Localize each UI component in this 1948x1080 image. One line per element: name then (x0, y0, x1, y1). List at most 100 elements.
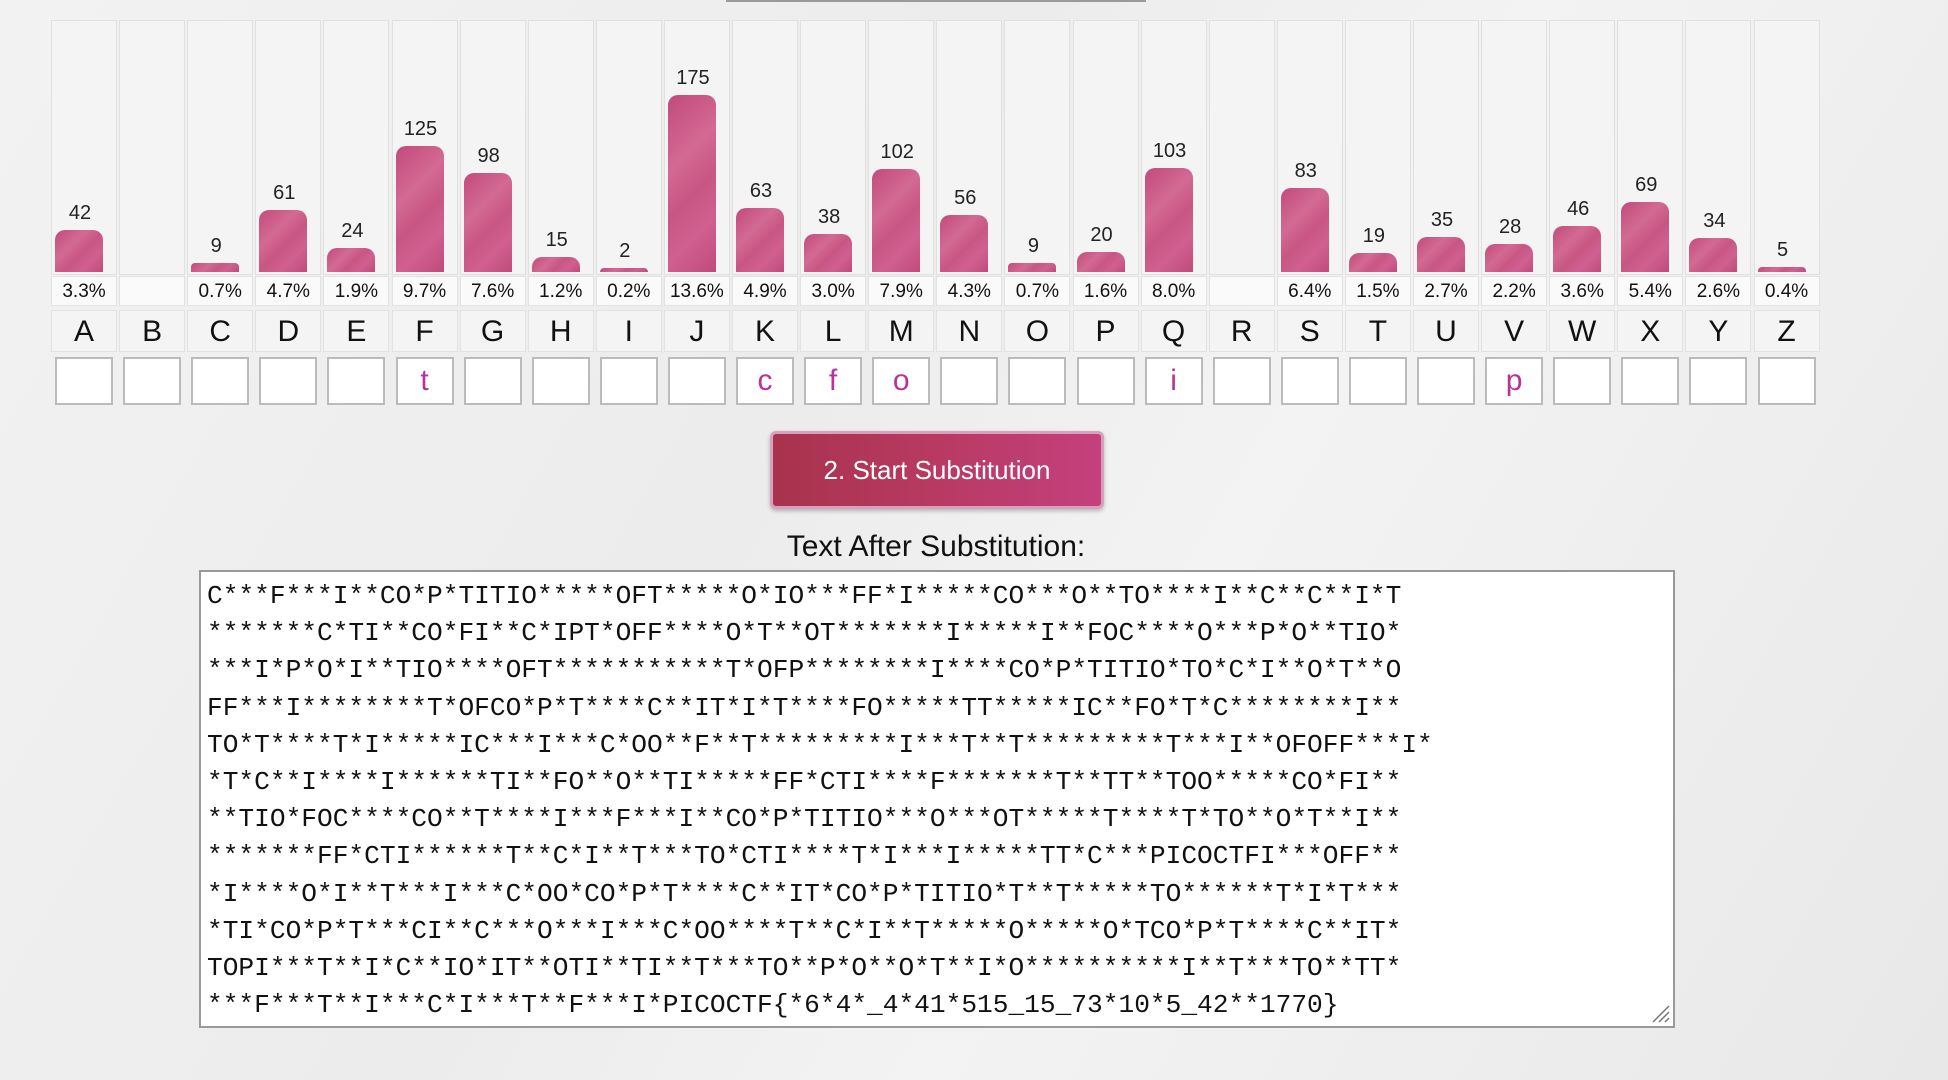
top-divider (726, 0, 1146, 2)
letter-column-y: 34 2.6% Y (1685, 20, 1752, 410)
resize-handle-icon[interactable] (1649, 1002, 1671, 1024)
frequency-bar (259, 210, 308, 272)
substitution-input-r[interactable] (1212, 357, 1271, 405)
frequency-bar (327, 248, 376, 272)
frequency-bar (531, 257, 580, 272)
substitution-input-m[interactable] (872, 357, 931, 405)
cipher-letter: T (1344, 310, 1411, 352)
count-label: 20 (1090, 224, 1113, 246)
substitution-input-s[interactable] (1280, 357, 1339, 405)
chart-cell (800, 20, 867, 275)
letter-column-j: 175 13.6% J (663, 20, 730, 410)
letter-column-k: 63 4.9% K (732, 20, 798, 410)
letter-column-l: 38 3.0% L (800, 20, 867, 410)
cipher-letter: S (1276, 310, 1343, 352)
count-label: 98 (477, 145, 500, 167)
substitution-input-o[interactable] (1008, 357, 1067, 405)
letter-column-t: 19 1.5% T (1344, 20, 1411, 410)
substitution-input-b[interactable] (123, 357, 182, 405)
letter-column-v: 28 2.2% V (1481, 20, 1548, 410)
frequency-bar (872, 169, 921, 272)
letter-column-g: 98 7.6% G (459, 20, 526, 410)
count-label: 83 (1294, 160, 1317, 182)
substitution-input-i[interactable] (599, 357, 658, 405)
percent-label: 4.7% (255, 276, 322, 306)
substitution-input-u[interactable] (1417, 357, 1475, 405)
substitution-input-w[interactable] (1553, 357, 1612, 405)
frequency-bar (1280, 188, 1329, 272)
count-label: 42 (68, 202, 92, 224)
cipher-letter: R (1208, 310, 1275, 352)
frequency-table: 42 3.3% AB 9 0.7% C 61 4.7% D 24 1.9% E 125 9.7% F 98 7.… (51, 20, 1821, 410)
substitution-input-g[interactable] (463, 357, 522, 405)
frequency-bar (191, 263, 240, 272)
frequency-bar (804, 234, 853, 272)
substitution-input-a[interactable] (55, 357, 113, 405)
substitution-input-t[interactable] (1348, 357, 1407, 405)
substitution-input-y[interactable] (1689, 357, 1748, 405)
letter-column-u: 35 2.7% U (1413, 20, 1479, 410)
frequency-bar (1757, 267, 1806, 272)
frequency-bar (1076, 252, 1125, 272)
count-label: 175 (676, 67, 710, 89)
cipher-letter: P (1072, 310, 1139, 352)
count-label: 28 (1498, 216, 1522, 238)
letter-column-h: 15 1.2% H (527, 20, 594, 410)
chart-cell (595, 20, 662, 275)
letter-column-r: R (1208, 20, 1275, 410)
percent-label: 2.6% (1685, 276, 1752, 306)
substitution-input-j[interactable] (667, 357, 726, 405)
cipher-letter: J (663, 310, 730, 352)
substitution-input-l[interactable] (804, 357, 863, 405)
substitution-input-f[interactable] (395, 357, 454, 405)
count-label: 34 (1703, 210, 1726, 232)
substitution-input-h[interactable] (531, 357, 590, 405)
percent-label: 6.4% (1276, 276, 1343, 306)
cipher-letter: N (936, 310, 1003, 352)
substitution-input-z[interactable] (1757, 357, 1816, 405)
cipher-letter: Z (1753, 310, 1820, 352)
frequency-bar (1348, 253, 1397, 272)
percent-label: 1.9% (323, 276, 390, 306)
frequency-bar (1553, 226, 1602, 272)
result-text: C***F***I**CO*P*TITIO*****OFT*****O*IO**… (207, 581, 1433, 1021)
count-label: 103 (1152, 140, 1187, 162)
frequency-bar (1144, 168, 1193, 272)
chart-cell (1344, 20, 1411, 275)
percent-label: 2.7% (1413, 276, 1479, 306)
substitution-input-x[interactable] (1621, 357, 1680, 405)
frequency-bar (55, 230, 103, 272)
chart-cell (1208, 20, 1275, 275)
substitution-input-c[interactable] (191, 357, 250, 405)
count-label: 56 (954, 187, 977, 209)
substitution-input-e[interactable] (327, 357, 386, 405)
result-textarea[interactable]: C***F***I**CO*P*TITIO*****OFT*****O*IO**… (199, 570, 1675, 1028)
substitution-input-n[interactable] (940, 357, 999, 405)
substitution-input-q[interactable] (1144, 357, 1203, 405)
frequency-bar (1485, 244, 1534, 272)
substitution-input-v[interactable] (1485, 357, 1544, 405)
percent-label: 13.6% (663, 276, 730, 306)
substitution-input-k[interactable] (736, 357, 794, 405)
chart-cell (187, 20, 254, 275)
count-label: 125 (403, 118, 438, 140)
cipher-letter: H (527, 310, 594, 352)
substitution-input-d[interactable] (259, 357, 318, 405)
cipher-letter: D (255, 310, 322, 352)
start-substitution-button[interactable]: 2. Start Substitution (770, 431, 1104, 509)
letter-column-w: 46 3.6% W (1549, 20, 1616, 410)
frequency-bar (1417, 237, 1465, 272)
percent-label: 3.3% (51, 276, 117, 306)
chart-cell (1753, 20, 1820, 275)
cipher-letter: L (800, 310, 867, 352)
count-label: 63 (749, 180, 773, 202)
percent-label: 1.5% (1344, 276, 1411, 306)
percent-label: 4.9% (732, 276, 798, 306)
cipher-letter: W (1549, 310, 1616, 352)
letter-column-c: 9 0.7% C (187, 20, 254, 410)
count-label: 69 (1635, 174, 1658, 196)
chart-cell (1004, 20, 1071, 275)
letter-column-f: 125 9.7% F (391, 20, 458, 410)
substitution-input-p[interactable] (1076, 357, 1135, 405)
frequency-bar (395, 146, 444, 272)
